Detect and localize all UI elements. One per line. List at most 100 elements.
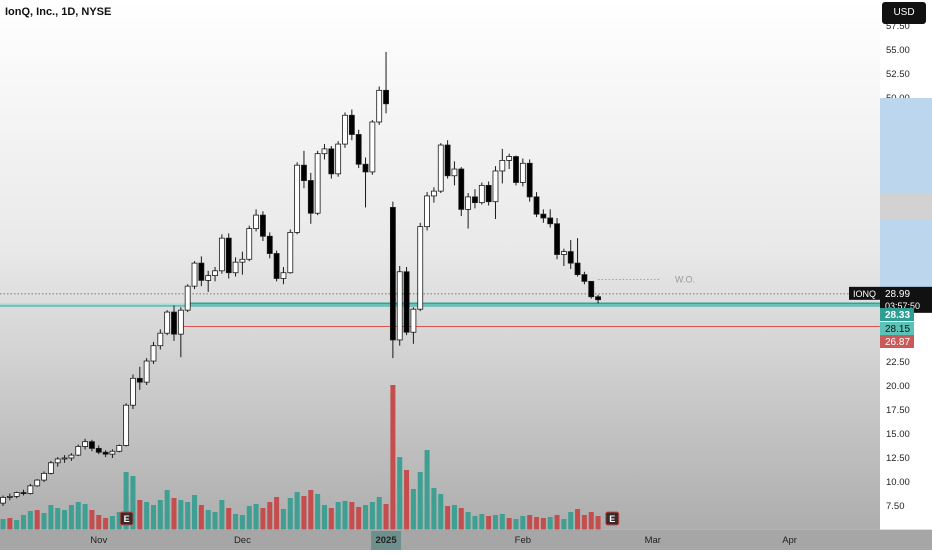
candle-body bbox=[383, 89, 389, 105]
candle-body bbox=[362, 163, 369, 173]
volume-bar bbox=[458, 508, 464, 530]
symbol-tag[interactable]: IONQ bbox=[849, 286, 880, 300]
volume-bar bbox=[335, 502, 341, 530]
candle-body bbox=[396, 271, 403, 341]
candle-body bbox=[458, 168, 465, 210]
candle bbox=[47, 460, 54, 475]
candle bbox=[143, 358, 150, 386]
currency-button[interactable]: USD bbox=[882, 2, 926, 24]
candle-body bbox=[526, 162, 533, 198]
candle-body bbox=[472, 196, 478, 204]
volume-bar bbox=[554, 515, 560, 530]
candle bbox=[376, 86, 383, 125]
candle bbox=[307, 172, 314, 224]
symbol-tag-box bbox=[849, 286, 880, 300]
volume-bar bbox=[486, 516, 492, 530]
candle bbox=[410, 307, 417, 344]
candle bbox=[61, 455, 68, 463]
volume-bar bbox=[342, 501, 348, 530]
candle-body bbox=[328, 148, 335, 175]
x-tick-label: Nov bbox=[90, 535, 107, 546]
earnings-marker[interactable]: E bbox=[119, 511, 134, 526]
volume-bar bbox=[198, 505, 204, 530]
candle bbox=[314, 150, 321, 216]
candle-body bbox=[280, 272, 287, 279]
red-price-label: 26.87 bbox=[885, 337, 910, 348]
time-axis[interactable]: Nov Dec 2025 Feb Mar Apr bbox=[0, 529, 932, 550]
x-tick-label: Mar bbox=[645, 535, 661, 546]
volume-bar bbox=[287, 498, 293, 530]
candle bbox=[218, 234, 225, 274]
candle bbox=[437, 143, 444, 194]
candle bbox=[68, 453, 75, 461]
y-tick-label: 7.50 bbox=[886, 501, 905, 512]
candle-body bbox=[342, 114, 348, 145]
volume-bar bbox=[253, 504, 259, 530]
volume-bar bbox=[109, 516, 115, 530]
candle-body bbox=[424, 195, 430, 228]
candle-body bbox=[260, 214, 266, 237]
x-tick-highlight bbox=[371, 531, 402, 550]
volume-bar bbox=[137, 500, 143, 530]
candle-body bbox=[314, 153, 321, 214]
candle bbox=[595, 294, 601, 304]
candle bbox=[109, 449, 116, 458]
volume-bar bbox=[561, 519, 567, 530]
candle-body bbox=[273, 253, 280, 279]
candle-body bbox=[465, 196, 472, 210]
time-axis-panel[interactable] bbox=[0, 530, 932, 550]
last-price-label: 28.99 bbox=[885, 289, 910, 300]
volume-bar bbox=[588, 512, 594, 530]
candle bbox=[540, 209, 547, 223]
candle bbox=[130, 374, 136, 410]
candle-body bbox=[389, 207, 396, 341]
candle bbox=[560, 248, 567, 266]
candle-body bbox=[225, 237, 232, 274]
price-band-1 bbox=[880, 194, 932, 219]
annotation-wo: W.O. bbox=[675, 274, 695, 284]
volume-bar bbox=[260, 508, 266, 530]
candle bbox=[225, 233, 232, 279]
candle-body bbox=[47, 462, 54, 474]
candle bbox=[431, 187, 437, 203]
candle bbox=[246, 225, 253, 262]
volume-bar bbox=[55, 508, 61, 530]
volume-bar bbox=[568, 512, 574, 530]
volume-bar bbox=[226, 508, 232, 530]
volume-bar bbox=[417, 472, 423, 530]
candle-body bbox=[232, 261, 239, 274]
volume-bar bbox=[7, 518, 13, 530]
candle-body bbox=[499, 159, 506, 172]
candle bbox=[533, 192, 540, 218]
candle bbox=[232, 257, 239, 277]
candle-body bbox=[218, 237, 225, 272]
candle bbox=[95, 445, 102, 455]
volume-bar bbox=[280, 509, 286, 530]
candle-body bbox=[6, 495, 13, 498]
candle bbox=[273, 250, 280, 282]
y-tick-label: 10.00 bbox=[886, 477, 910, 488]
candle-body bbox=[417, 226, 424, 310]
candle-body bbox=[34, 479, 41, 487]
volume-bar bbox=[144, 502, 150, 530]
candle-body bbox=[307, 180, 314, 214]
candle-body bbox=[513, 156, 519, 183]
earnings-marker[interactable]: E bbox=[605, 511, 620, 526]
candle-body bbox=[492, 170, 499, 203]
volume-bar bbox=[157, 500, 163, 530]
candle bbox=[123, 403, 130, 447]
candle-body bbox=[205, 275, 212, 281]
x-tick-label: Apr bbox=[782, 535, 797, 546]
candle bbox=[157, 329, 164, 350]
volume-bar bbox=[14, 520, 20, 530]
candle bbox=[177, 307, 184, 358]
volume-bar bbox=[192, 495, 198, 530]
candle-body bbox=[150, 345, 157, 362]
candle-body bbox=[547, 217, 554, 225]
volume-bar bbox=[150, 505, 156, 530]
volume-bar bbox=[383, 504, 389, 530]
candle-body bbox=[157, 332, 164, 347]
